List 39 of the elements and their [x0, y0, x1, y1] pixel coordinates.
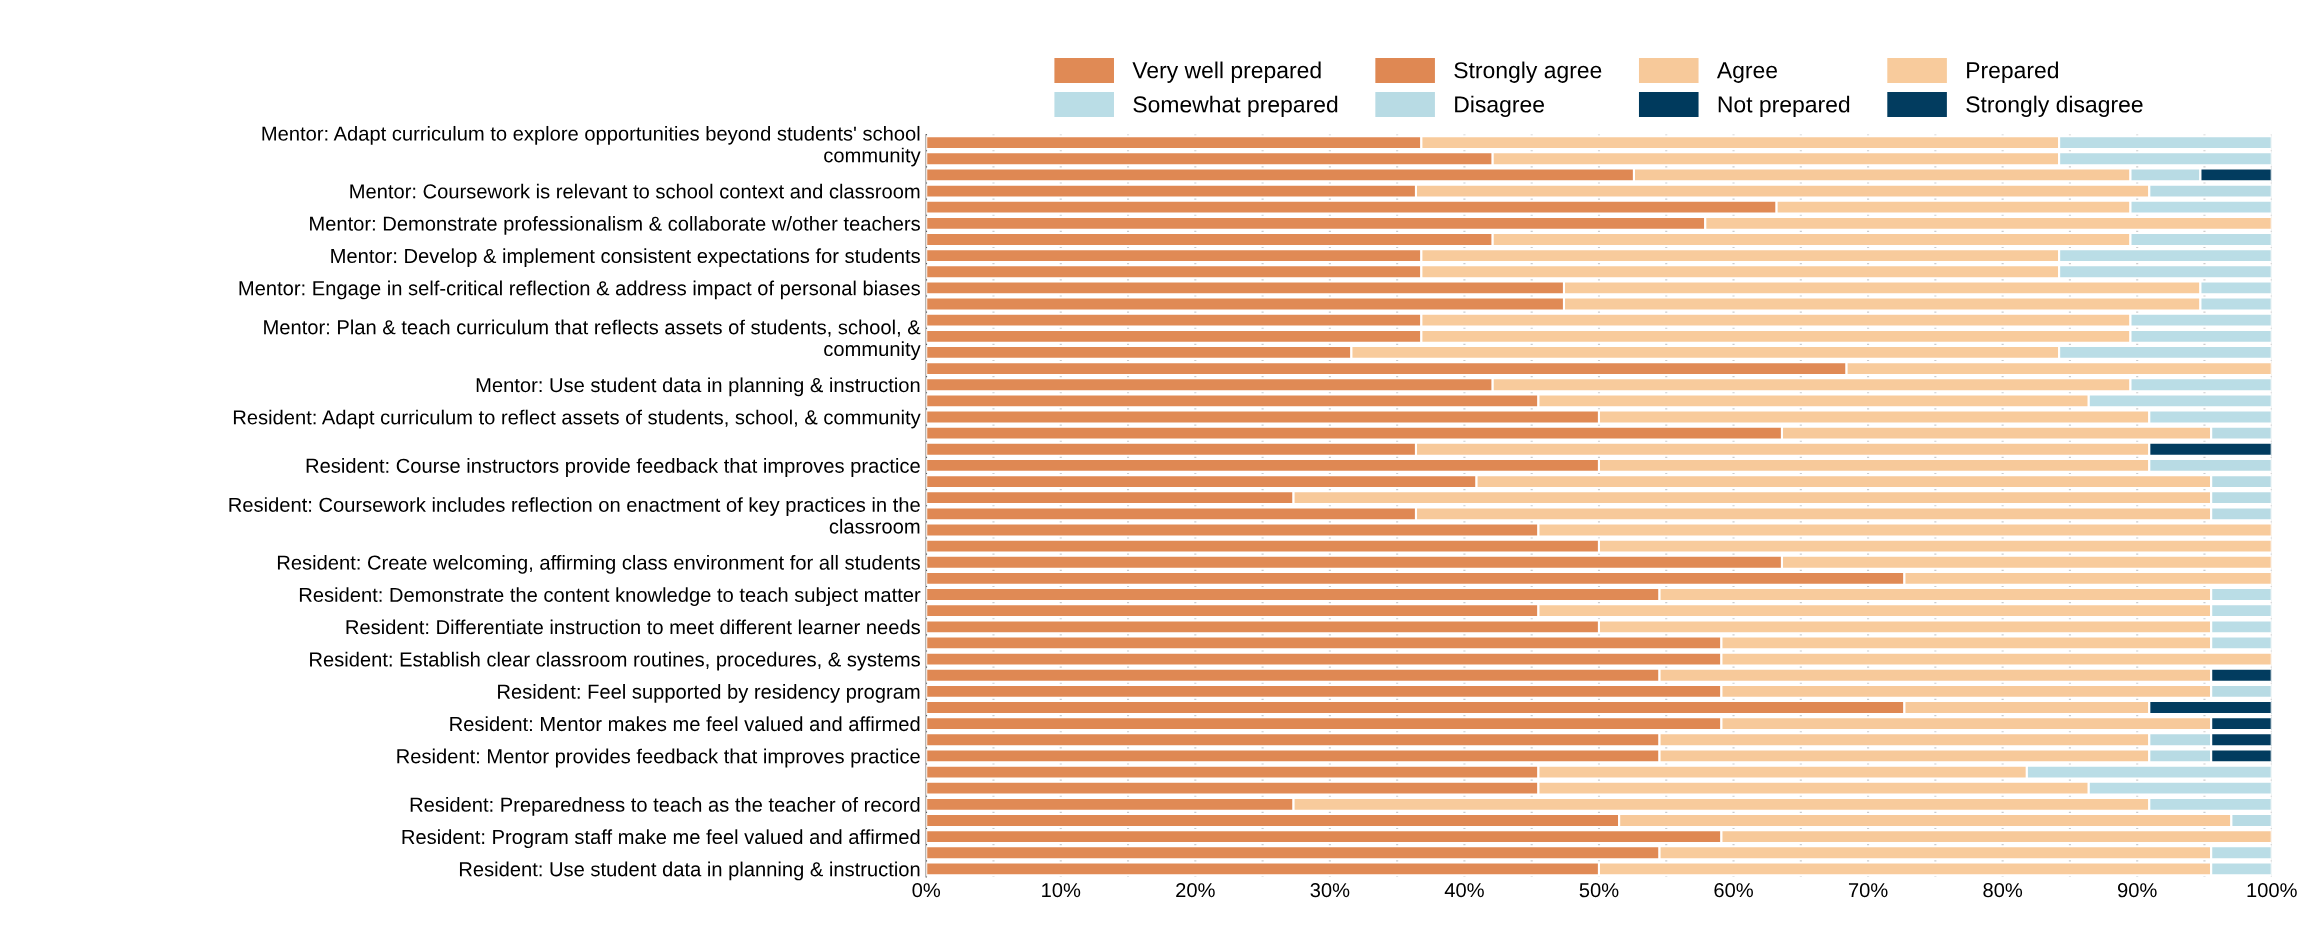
x-tick-label: 90%	[2117, 883, 2157, 898]
x-tick-label: 40%	[1444, 883, 1484, 898]
y-tick-label: Resident: Coursework includes reflection on enactment of key practices in the classroom	[229, 497, 920, 534]
y-tick-label: Mentor: Adapt curriculum to explore opportunities beyond students' school community	[262, 125, 921, 167]
x-tick-label: 10%	[1042, 883, 1081, 898]
legend-label: Strongly disagree	[1966, 95, 2143, 118]
legend-label: Somewhat prepared	[1133, 95, 1338, 118]
x-tick-label: 20%	[1176, 883, 1215, 898]
y-tick-label: Resident: Differentiate instruction to meet different learner needs	[346, 619, 920, 635]
y-tick-label: Resident: Use student data in planning & instruction	[459, 861, 920, 881]
legend-label: Very well prepared	[1132, 61, 1321, 83]
legend-label: Prepared	[1967, 61, 2059, 83]
y-tick-label: Resident: Course instructors provide feedback that improves practice	[306, 458, 920, 477]
y-tick-label: Mentor: Plan & teach curriculum that reflects assets of students, school, & community	[264, 319, 921, 361]
y-tick-label: Mentor: Use student data in planning & instruction	[476, 377, 920, 397]
y-tick-label: Mentor: Develop & implement consistent expectations for students	[331, 248, 920, 268]
x-tick-label: 80%	[1983, 883, 2023, 898]
legend-label: Agree	[1716, 62, 1778, 83]
legend-label: Not prepared	[1718, 95, 1850, 118]
y-tick-label: Mentor: Engage in self-critical reflection & address impact of personal biases	[239, 280, 920, 300]
y-tick-label: Resident: Mentor provides feedback that improves practice	[397, 748, 920, 768]
y-tick-label: Resident: Establish clear classroom routines, procedures, & systems	[310, 651, 920, 671]
y-tick-label: Mentor: Demonstrate professionalism & collaborate w/other teachers	[310, 216, 920, 235]
y-tick-label: Resident: Adapt curriculum to reflect assets of students, school, & community	[233, 409, 921, 429]
x-tick-label: 100%	[2247, 883, 2297, 898]
x-tick-label: 30%	[1310, 883, 1350, 898]
y-tick-label: Resident: Program staff make me feel valued and affirmed	[402, 829, 920, 849]
x-tick-label: 70%	[1848, 883, 1888, 898]
x-tick-label: 60%	[1714, 883, 1753, 898]
y-tick-label: Resident: Preparedness to teach as the teacher of record	[410, 797, 920, 816]
x-tick-label: 50%	[1579, 883, 1619, 898]
x-tick-label: 0%	[912, 883, 941, 898]
y-tick-label: Resident: Mentor makes me feel valued and affirmed	[450, 716, 920, 732]
y-tick-label: Resident: Demonstrate the content knowledge to teach subject matter	[299, 587, 921, 606]
legend-label: Disagree	[1455, 95, 1544, 118]
legend-label: Strongly agree	[1454, 61, 1602, 83]
y-tick-label: Mentor: Coursework is relevant to school context and classroom	[350, 183, 920, 199]
y-tick-label: Resident: Create welcoming, affirming class environment for all students	[277, 554, 920, 574]
y-tick-label: Resident: Feel supported by residency program	[498, 684, 920, 703]
